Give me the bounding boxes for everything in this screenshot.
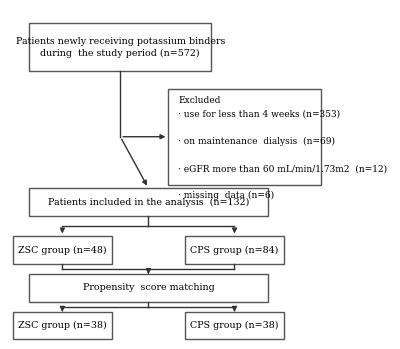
FancyBboxPatch shape [13, 312, 112, 339]
FancyBboxPatch shape [29, 23, 211, 72]
Text: Propensity  score matching: Propensity score matching [82, 283, 214, 292]
Text: ZSC group (n=38): ZSC group (n=38) [18, 321, 107, 330]
Text: Excluded
· use for less than 4 weeks (n=353)

· on maintenance  dialysis  (n=69): Excluded · use for less than 4 weeks (n=… [178, 96, 387, 200]
FancyBboxPatch shape [185, 312, 284, 339]
Text: CPS group (n=84): CPS group (n=84) [190, 245, 279, 255]
FancyBboxPatch shape [29, 274, 268, 302]
Text: CPS group (n=38): CPS group (n=38) [190, 321, 279, 330]
Text: Patients newly receiving potassium binders
during  the study period (n=572): Patients newly receiving potassium binde… [16, 37, 225, 58]
Text: Patients included in the analysis  (n=132): Patients included in the analysis (n=132… [48, 198, 249, 207]
FancyBboxPatch shape [13, 236, 112, 264]
FancyBboxPatch shape [185, 236, 284, 264]
FancyBboxPatch shape [29, 188, 268, 216]
FancyBboxPatch shape [168, 89, 320, 185]
Text: ZSC group (n=48): ZSC group (n=48) [18, 245, 107, 255]
